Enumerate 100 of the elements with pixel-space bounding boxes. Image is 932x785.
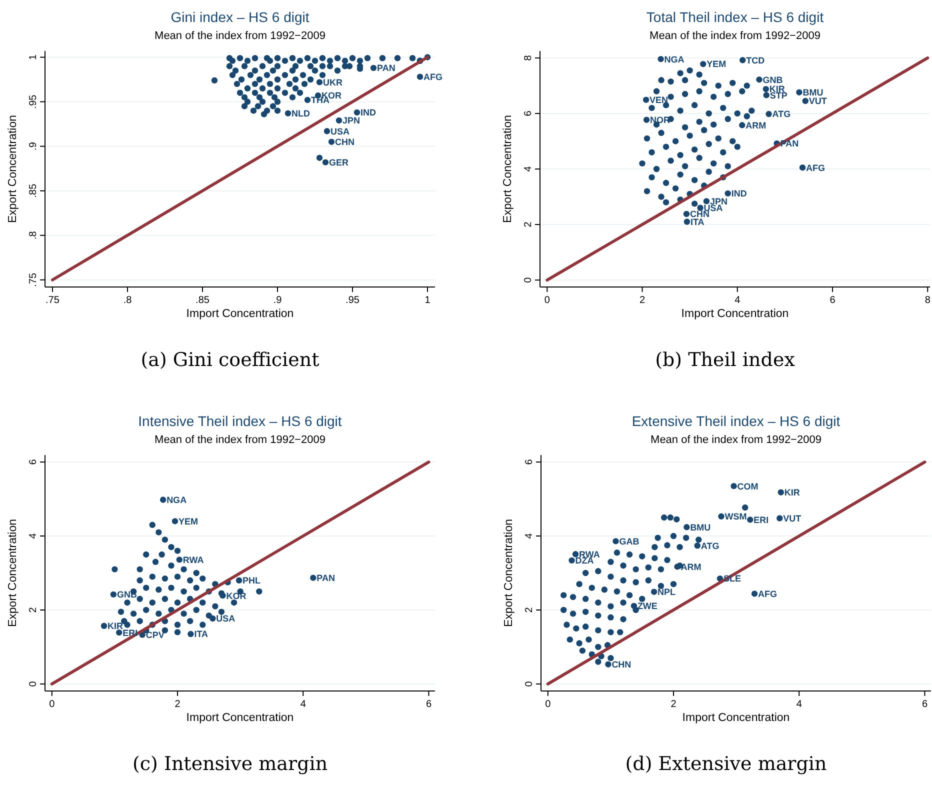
y-axis-title: Export Concentration	[7, 114, 19, 224]
x-tick-label: .95	[346, 295, 360, 306]
y-tick-label: .9	[28, 142, 39, 150]
x-tick-label: 0	[545, 699, 552, 710]
annotation: ZWE	[637, 601, 658, 612]
y-tick-label: 2	[524, 606, 535, 613]
annotation: PAN	[316, 573, 336, 584]
x-tick-label: 8	[924, 295, 931, 306]
text: (a) Gini coefficient	[140, 349, 320, 371]
annotation: IND	[731, 188, 748, 199]
y-tick-label: .85	[28, 183, 39, 198]
x-tick-label: 0	[544, 295, 550, 306]
annotation: PHL	[242, 576, 262, 586]
annotation: YEM	[178, 516, 198, 526]
annotation: CPV	[146, 630, 164, 640]
x-tick-label: 2	[174, 699, 181, 710]
chart-title: Intensive Theil index – HS 6 digit	[138, 413, 342, 429]
annotation: AFG	[758, 588, 778, 599]
chart-title: Total Theil index – HS 6 digit	[646, 9, 824, 25]
annotation: USA	[330, 126, 350, 136]
x-axis-title: Import Concentration	[681, 308, 789, 320]
y-axis-title: Export Concentration	[7, 518, 19, 628]
annotation: NLD	[292, 108, 310, 119]
chart-title: Extensive Theil index – HS 6 digit	[632, 413, 840, 429]
annotation: AFG	[806, 162, 826, 173]
annotation: CHN	[690, 209, 710, 220]
annotation: ITA	[690, 216, 705, 227]
x-tick-label: .8	[123, 295, 132, 306]
annotation: VUT	[808, 96, 828, 106]
y-tick-label: .95	[28, 94, 39, 109]
annotation: KIR	[784, 488, 800, 498]
annotation: VEN	[650, 95, 668, 106]
y-tick-label: 2	[28, 606, 39, 613]
y-tick-label: 0	[523, 276, 534, 283]
annotation: BMU	[802, 88, 824, 98]
annotation: NPL	[658, 587, 676, 598]
x-tick-label: 2	[670, 699, 677, 710]
annotation: JPN	[342, 116, 360, 126]
x-tick-label: 0	[49, 699, 56, 710]
y-tick-label: .75	[28, 272, 39, 287]
chart-subtitle: Mean of the index from 1992−2009	[154, 434, 326, 446]
x-axis-title: Import Concentration	[682, 712, 790, 724]
annotation: PAN	[780, 138, 799, 149]
y-tick-label: 4	[28, 532, 39, 539]
y-tick-label: 4	[523, 166, 534, 172]
annotation: JPN	[710, 196, 728, 206]
x-tick-label: 1	[424, 295, 431, 306]
annotation: ARM	[680, 562, 702, 572]
annotation: PAN	[377, 63, 396, 74]
annotation: ITA	[194, 629, 209, 640]
x-tick-label: .9	[273, 295, 282, 306]
y-tick-label: 6	[523, 110, 534, 116]
annotation: KOR	[226, 590, 247, 601]
annotation: ARM	[746, 120, 766, 130]
annotation: AFG	[424, 72, 442, 82]
text: (b) Theil index	[655, 349, 796, 371]
annotation: TCD	[746, 55, 766, 66]
x-tick-label: 4	[796, 699, 802, 710]
annotation: UKR	[323, 77, 343, 88]
y-tick-label: 1	[28, 54, 39, 60]
annotation: ATG	[700, 540, 720, 551]
annotation: KIR	[108, 621, 124, 632]
annotation: ATG	[772, 109, 791, 120]
y-axis-title: Export Concentration	[503, 518, 515, 628]
x-axis-title: Import Concentration	[186, 308, 294, 320]
y-tick-label: 8	[523, 54, 534, 61]
y-tick-label: 2	[523, 221, 534, 228]
x-tick-label: 6	[830, 295, 836, 306]
annotation: GAB	[619, 536, 640, 546]
annotation: RWA	[182, 554, 204, 565]
y-tick-label: 0	[524, 680, 535, 687]
y-tick-label: 6	[28, 458, 39, 465]
y-tick-label: 4	[524, 532, 535, 539]
y-axis-title: Export Concentration	[502, 114, 514, 224]
annotation: CHN	[335, 137, 354, 148]
annotation: IND	[360, 108, 376, 118]
x-tick-label: 6	[426, 699, 432, 710]
x-tick-label: 4	[734, 295, 741, 306]
chart-title: Gini index – HS 6 digit	[170, 9, 310, 25]
chart-subtitle: Mean of the index from 1992−2009	[154, 30, 326, 42]
y-tick-label: 6	[524, 458, 535, 465]
annotation: CHN	[612, 660, 632, 670]
annotation: ERI	[754, 514, 769, 525]
annotation: GNB	[762, 74, 784, 85]
annotation: YEM	[706, 59, 726, 70]
annotation: NGA	[166, 494, 188, 505]
annotation: NGA	[664, 54, 685, 64]
y-tick-label: 0	[28, 680, 39, 687]
annotation: USA	[216, 614, 236, 624]
annotation: COM	[737, 481, 758, 492]
annotation: BMU	[690, 522, 711, 532]
chart-subtitle: Mean of the index from 1992−2009	[650, 30, 820, 42]
text: (d) Extensive margin	[625, 753, 827, 775]
annotation: ERI	[122, 628, 138, 638]
annotation: GER	[329, 158, 350, 168]
y-tick-label: .8	[28, 230, 39, 240]
annotation: WSM	[724, 512, 747, 522]
x-tick-label: .85	[196, 295, 210, 306]
x-axis-title: Import Concentration	[186, 712, 294, 724]
x-tick-label: 6	[922, 699, 928, 710]
